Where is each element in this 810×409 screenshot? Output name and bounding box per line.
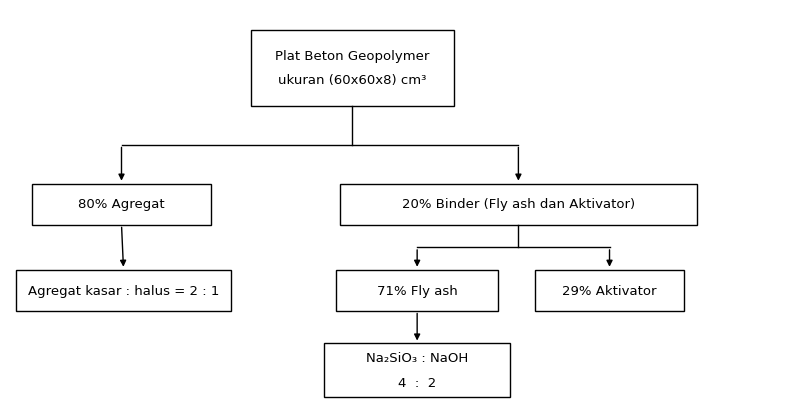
- FancyBboxPatch shape: [251, 31, 454, 106]
- Text: 4  :  2: 4 : 2: [398, 376, 437, 389]
- Text: ukuran (60x60x8) cm³: ukuran (60x60x8) cm³: [278, 74, 427, 87]
- Text: 80% Agregat: 80% Agregat: [79, 198, 164, 211]
- FancyBboxPatch shape: [16, 270, 231, 311]
- Text: Agregat kasar : halus = 2 : 1: Agregat kasar : halus = 2 : 1: [28, 284, 220, 297]
- FancyBboxPatch shape: [32, 184, 211, 225]
- Text: 71% Fly ash: 71% Fly ash: [377, 284, 458, 297]
- FancyBboxPatch shape: [535, 270, 684, 311]
- FancyBboxPatch shape: [324, 344, 510, 397]
- Text: 29% Aktivator: 29% Aktivator: [562, 284, 657, 297]
- FancyBboxPatch shape: [340, 184, 697, 225]
- Text: Plat Beton Geopolymer: Plat Beton Geopolymer: [275, 50, 429, 63]
- Text: Na₂SiO₃ : NaOH: Na₂SiO₃ : NaOH: [366, 351, 468, 364]
- FancyBboxPatch shape: [336, 270, 498, 311]
- Text: 20% Binder (Fly ash dan Aktivator): 20% Binder (Fly ash dan Aktivator): [402, 198, 635, 211]
